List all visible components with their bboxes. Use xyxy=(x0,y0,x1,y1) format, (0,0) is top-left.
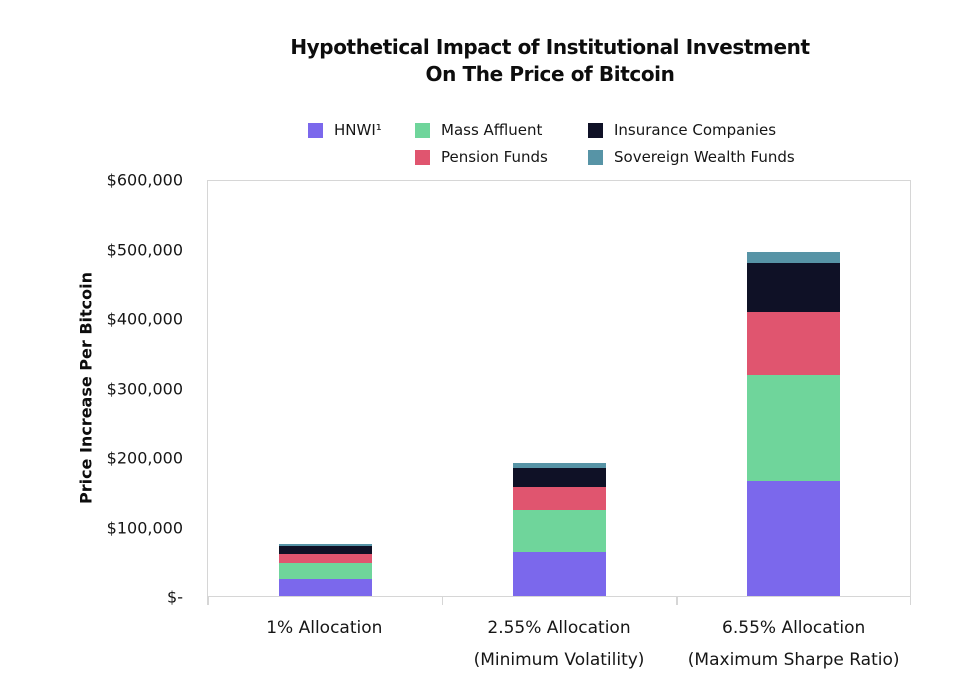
legend-swatch-hnwi xyxy=(308,122,323,138)
bar-segment-insurance-companies xyxy=(278,546,372,554)
bar-segment-pension-funds xyxy=(512,486,606,511)
x-category-label-line-2: (Minimum Volatility) xyxy=(473,650,645,670)
bar-segment-pension-funds xyxy=(278,553,372,563)
legend-swatch-mass-affluent xyxy=(415,122,430,138)
y-axis-tick-labels: $- $100,000 $200,000 $300,000 $400,000 $500,0… xyxy=(0,171,183,607)
bar-segment-hnwi xyxy=(512,551,606,596)
x-axis-tick xyxy=(207,597,209,605)
bar-segment-sovereign-wealth-funds xyxy=(746,251,840,264)
x-category-label-line-1: 6.55% Allocation xyxy=(722,618,866,638)
x-category-label-2-55-allocation-minimum-volatility: 2.55% Allocation (Minimum Volatility) xyxy=(419,612,699,676)
bar-segment-hnwi xyxy=(278,578,372,596)
y-tick-label-1: $100,000 xyxy=(106,518,183,537)
bar-segment-mass-affluent xyxy=(278,562,372,579)
stacked-bar-6-55-allocation-maximum-sharpe-ratio xyxy=(746,181,840,596)
legend-item-insurance-companies: Insurance Companies xyxy=(588,119,818,141)
stacked-bar-1-allocation xyxy=(278,181,372,596)
legend-item-sovereign-wealth-funds: Sovereign Wealth Funds xyxy=(588,146,818,168)
bar-segment-sovereign-wealth-funds xyxy=(512,463,606,469)
x-axis-category-labels: 1% Allocation 2.55% Allocation (Minimum Vo… xyxy=(0,612,960,682)
bar-segment-insurance-companies xyxy=(512,468,606,487)
bar-segment-sovereign-wealth-funds xyxy=(278,544,372,547)
legend-column-1: HNWI¹ xyxy=(308,119,415,146)
bar-segment-pension-funds xyxy=(746,311,840,376)
plot-area xyxy=(207,180,911,597)
legend-column-2: Mass Affluent Pension Funds xyxy=(415,119,588,173)
x-category-label-line-1: 2.55% Allocation xyxy=(487,618,631,638)
chart-legend: HNWI¹ Mass Affluent Pension Funds Insurance… xyxy=(308,119,818,173)
y-tick-label-0: $- xyxy=(167,587,183,607)
x-category-label-1-allocation: 1% Allocation xyxy=(184,612,464,644)
x-axis-tick xyxy=(909,597,911,605)
stacked-bar-2-55-allocation-minimum-volatility xyxy=(512,181,606,596)
legend-column-3: Insurance Companies Sovereign Wealth Fund… xyxy=(588,119,818,173)
bar-segment-mass-affluent xyxy=(512,510,606,552)
y-tick-label-4: $400,000 xyxy=(106,309,183,329)
chart-title-line-2: On The Price of Bitcoin xyxy=(425,62,675,86)
legend-label-pension-funds: Pension Funds xyxy=(441,148,548,166)
bar-segment-insurance-companies xyxy=(746,263,840,312)
legend-swatch-insurance-companies xyxy=(588,122,603,138)
y-tick-label-5: $500,000 xyxy=(106,240,183,259)
legend-label-sovereign-wealth-funds: Sovereign Wealth Funds xyxy=(614,148,795,166)
chart-title-line-1: Hypothetical Impact of Institutional Inv… xyxy=(290,35,810,59)
y-tick-label-3: $300,000 xyxy=(106,379,183,398)
legend-label-mass-affluent: Mass Affluent xyxy=(441,121,543,139)
chart-title: Hypothetical Impact of Institutional Inv… xyxy=(210,34,890,88)
y-tick-label-6: $600,000 xyxy=(106,170,183,190)
x-category-label-line-1: 1% Allocation xyxy=(266,618,383,638)
legend-item-hnwi: HNWI¹ xyxy=(308,119,415,141)
y-tick-label-2: $200,000 xyxy=(106,448,183,468)
legend-item-mass-affluent: Mass Affluent xyxy=(415,119,588,141)
bar-segment-hnwi xyxy=(746,481,840,596)
bar-segment-mass-affluent xyxy=(746,375,840,482)
legend-label-hnwi: HNWI¹ xyxy=(334,121,382,139)
legend-label-insurance-companies: Insurance Companies xyxy=(614,121,777,139)
x-axis-tick xyxy=(676,597,678,605)
legend-item-pension-funds: Pension Funds xyxy=(415,146,588,168)
x-axis-tick xyxy=(441,597,444,605)
x-category-label-line-2: (Maximum Sharpe Ratio) xyxy=(687,650,900,670)
x-category-label-6-55-allocation-maximum-sharpe-ratio: 6.55% Allocation (Maximum Sharpe Ratio) xyxy=(654,612,934,676)
legend-swatch-sovereign-wealth-funds xyxy=(588,149,603,165)
legend-swatch-pension-funds xyxy=(415,149,430,165)
